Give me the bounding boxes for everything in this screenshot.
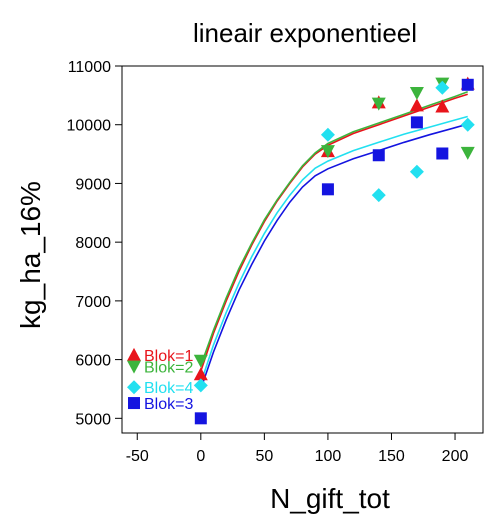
legend-marker bbox=[127, 360, 141, 374]
x-axis-ticks: -50 0 50 100 150 200 bbox=[126, 433, 469, 465]
legend-marker bbox=[128, 397, 140, 410]
legend-label: Blok=2 bbox=[144, 360, 193, 377]
x-tick-label: 50 bbox=[255, 448, 273, 465]
data-point bbox=[435, 80, 450, 95]
data-point bbox=[435, 99, 450, 113]
legend-marker bbox=[127, 347, 141, 361]
fit-line bbox=[200, 91, 468, 366]
y-axis-ticks: 5000 6000 7000 8000 9000 10000 11000 bbox=[67, 59, 122, 428]
x-axis-label: N_gift_tot bbox=[270, 483, 390, 514]
data-point bbox=[193, 378, 208, 393]
data-point bbox=[409, 164, 424, 179]
fit-lines bbox=[200, 91, 468, 390]
fit-line bbox=[200, 123, 468, 390]
fit-line bbox=[200, 115, 468, 384]
data-point bbox=[460, 146, 475, 160]
x-tick-label: -50 bbox=[126, 448, 149, 465]
data-point bbox=[371, 188, 386, 203]
data-point bbox=[320, 145, 335, 159]
data-points bbox=[193, 76, 475, 425]
y-tick-label: 11000 bbox=[68, 59, 111, 76]
data-point bbox=[409, 98, 424, 112]
x-tick-label: 200 bbox=[442, 448, 469, 465]
legend-marker bbox=[127, 380, 141, 395]
data-point bbox=[194, 412, 207, 425]
y-tick-label: 6000 bbox=[75, 353, 111, 370]
y-axis-label: kg_ha_16% bbox=[15, 181, 46, 329]
plot-area bbox=[121, 65, 484, 434]
y-tick-label: 5000 bbox=[75, 411, 111, 428]
legend-label: Blok=1 bbox=[144, 348, 193, 365]
data-point bbox=[193, 367, 208, 381]
data-point bbox=[461, 78, 474, 91]
data-point bbox=[410, 116, 423, 129]
data-point bbox=[371, 97, 386, 111]
x-tick-label: 150 bbox=[378, 448, 405, 465]
data-point bbox=[409, 87, 424, 101]
y-tick-label: 9000 bbox=[75, 176, 111, 193]
y-tick-label: 10000 bbox=[67, 118, 112, 135]
data-point bbox=[372, 149, 385, 162]
chart-title: lineair exponentieel bbox=[193, 18, 417, 48]
data-point bbox=[460, 117, 475, 132]
data-point bbox=[436, 147, 449, 160]
data-point bbox=[193, 354, 208, 368]
legend-label: Blok=3 bbox=[144, 396, 193, 413]
y-tick-label: 8000 bbox=[75, 235, 111, 252]
data-point bbox=[320, 127, 335, 142]
legend-label: Blok=4 bbox=[144, 380, 193, 397]
y-tick-label: 7000 bbox=[75, 294, 111, 311]
data-point bbox=[321, 183, 334, 196]
plot-frame bbox=[121, 65, 484, 434]
x-tick-label: 0 bbox=[196, 448, 205, 465]
x-tick-label: 100 bbox=[315, 448, 342, 465]
